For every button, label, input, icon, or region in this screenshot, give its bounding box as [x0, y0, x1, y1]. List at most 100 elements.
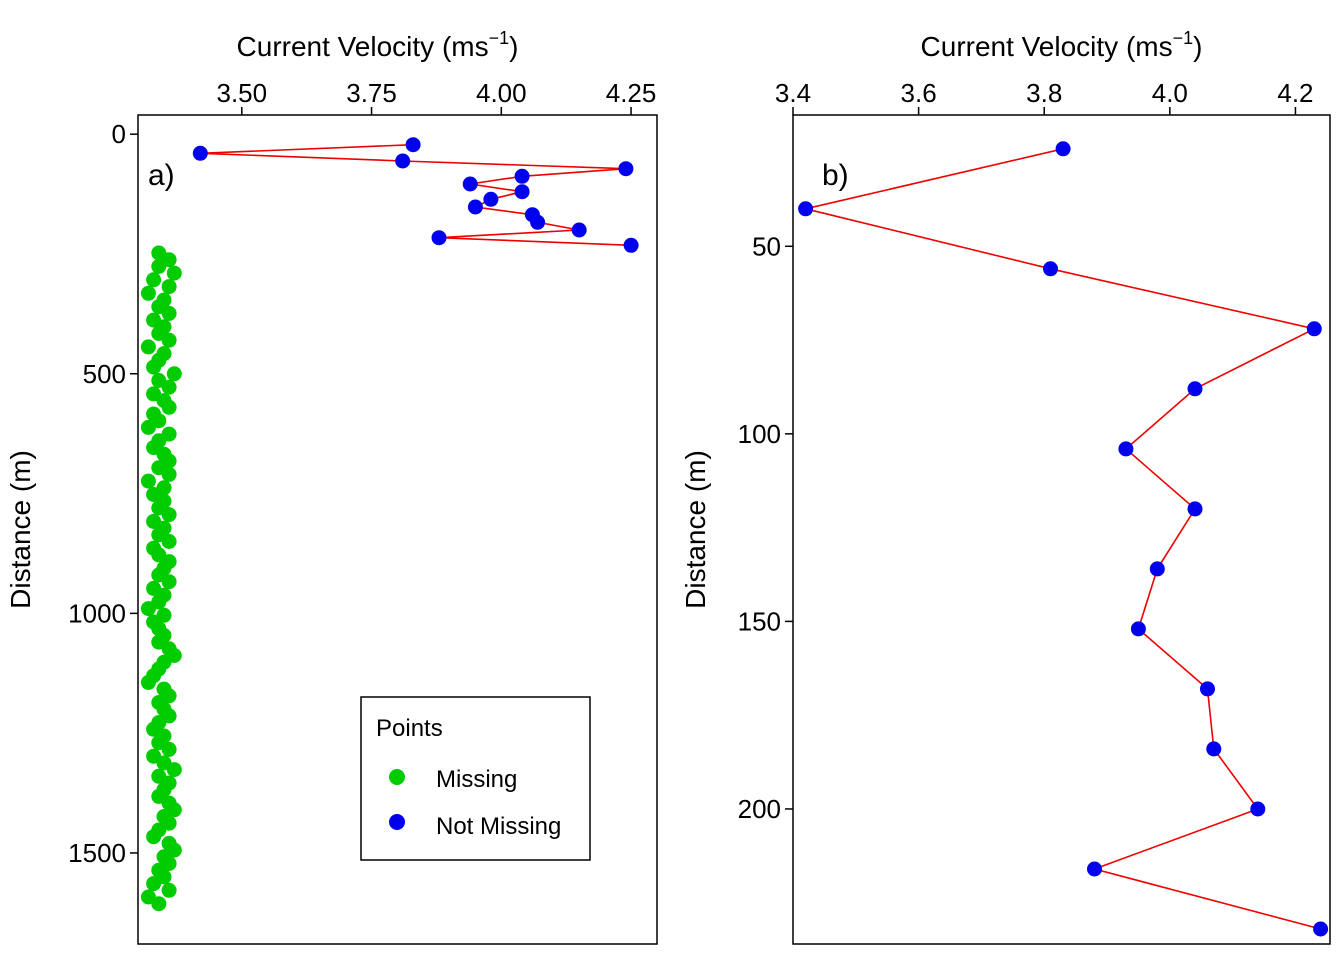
missing-point	[146, 359, 162, 375]
x-tick-label: 4.2	[1277, 78, 1313, 108]
panel-a-x-axis-title: Current Velocity (ms−1)	[237, 28, 519, 62]
missing-point	[161, 379, 177, 395]
missing-point	[166, 265, 182, 281]
not-missing-point	[1149, 561, 1165, 577]
panel-b-ticks: 3.4 3.6 3.8 4.0 4.2 50 100 150 200	[738, 78, 1314, 824]
missing-point	[166, 366, 182, 382]
missing-point	[140, 419, 156, 435]
panel-a-x-title-close: )	[509, 31, 518, 62]
y-tick-label: 500	[83, 359, 126, 389]
panel-b-y-axis-title: Distance (m)	[680, 450, 711, 609]
not-missing-point	[530, 214, 546, 230]
legend: Points Missing Not Missing	[360, 696, 591, 861]
missing-point	[146, 876, 162, 892]
panel-a-ticks: 3.50 3.75 4.00 4.25 0 500 1000 1500	[68, 78, 656, 868]
not-missing-point	[192, 145, 208, 161]
missing-point	[161, 534, 177, 549]
missing-point	[146, 272, 162, 288]
panel-b-x-axis-title: Current Velocity (ms−1)	[921, 28, 1203, 62]
x-tick-label: 3.8	[1026, 78, 1062, 108]
y-tick-label: 0	[112, 119, 126, 149]
missing-point	[161, 466, 177, 482]
panel-a-label: a)	[148, 159, 175, 192]
x-tick-label: 3.50	[216, 78, 267, 108]
x-tick-label: 3.75	[346, 78, 397, 108]
panel-a-lines	[200, 143, 632, 247]
not-missing-point	[571, 222, 587, 238]
legend-missing-marker	[389, 769, 405, 785]
not-missing-point	[1250, 801, 1266, 817]
not-missing-point	[1087, 861, 1102, 877]
y-tick-label: 150	[738, 606, 781, 636]
panel-a-points	[140, 137, 639, 912]
missing-point	[140, 601, 156, 617]
panel-a-x-title-superscript: −1	[489, 28, 510, 48]
not-missing-point	[1130, 621, 1146, 637]
missing-point	[161, 399, 177, 415]
not-missing-point	[514, 184, 530, 200]
x-tick-label: 3.4	[775, 78, 811, 108]
not-missing-point	[395, 153, 411, 169]
missing-point	[166, 762, 182, 778]
missing-point	[151, 896, 167, 912]
panel-b: b) Current Velocity (ms−1) Distance (m) …	[680, 28, 1331, 945]
missing-point	[161, 741, 177, 757]
panel-a-frame	[137, 114, 658, 945]
not-missing-point	[623, 237, 639, 253]
x-tick-label: 4.0	[1152, 78, 1188, 108]
y-tick-label: 1000	[68, 598, 126, 628]
panel-b-x-title-main: Current Velocity (ms	[921, 31, 1173, 62]
missing-point	[146, 829, 162, 845]
y-tick-label: 1500	[68, 838, 126, 868]
missing-point	[161, 332, 177, 348]
x-tick-label: 4.00	[476, 78, 527, 108]
legend-missing-label: Missing	[436, 766, 517, 793]
not-missing-point	[1206, 741, 1222, 757]
missing-point	[140, 339, 156, 355]
not-missing-point	[483, 191, 499, 207]
legend-not-missing-label: Not Missing	[436, 813, 561, 840]
missing-point	[140, 473, 156, 489]
x-tick-label: 3.6	[901, 78, 937, 108]
not-missing-point	[1055, 141, 1071, 157]
missing-point	[140, 285, 156, 301]
series-line	[805, 148, 1321, 930]
missing-point	[151, 258, 167, 274]
y-tick-label: 100	[738, 419, 781, 449]
panel-b-points	[798, 141, 1329, 937]
y-tick-label: 200	[738, 794, 781, 824]
panel-b-frame	[792, 114, 1331, 945]
not-missing-point	[1187, 501, 1203, 517]
not-missing-point	[1043, 261, 1058, 277]
panel-b-lines	[805, 148, 1321, 930]
missing-point	[161, 279, 177, 295]
panel-b-x-title-close: )	[1193, 31, 1202, 62]
not-missing-point	[431, 230, 447, 246]
not-missing-point	[462, 176, 478, 192]
not-missing-point	[514, 168, 530, 184]
missing-point	[161, 574, 177, 590]
not-missing-point	[1187, 381, 1203, 397]
not-missing-point	[1118, 441, 1134, 457]
x-tick-label: 4.25	[606, 78, 657, 108]
series-line	[200, 143, 632, 247]
panel-b-x-title-superscript: −1	[1173, 28, 1194, 48]
missing-point	[161, 882, 177, 898]
not-missing-point	[1306, 321, 1322, 337]
not-missing-point	[798, 201, 814, 217]
missing-point	[140, 674, 156, 690]
not-missing-point	[467, 199, 483, 215]
legend-not-missing-marker	[389, 814, 405, 830]
y-tick-label: 50	[752, 231, 781, 261]
not-missing-point	[618, 161, 634, 177]
missing-point	[161, 305, 177, 321]
panel-a: a) Current Velocity (ms−1) Distance (m) …	[5, 28, 658, 945]
panel-a-x-title-main: Current Velocity (ms	[237, 31, 489, 62]
not-missing-point	[1200, 681, 1215, 697]
panel-b-label: b)	[822, 159, 849, 192]
missing-point	[161, 507, 177, 523]
panel-a-y-axis-title: Distance (m)	[5, 450, 36, 609]
legend-title: Points	[376, 715, 443, 742]
not-missing-point	[405, 137, 421, 153]
